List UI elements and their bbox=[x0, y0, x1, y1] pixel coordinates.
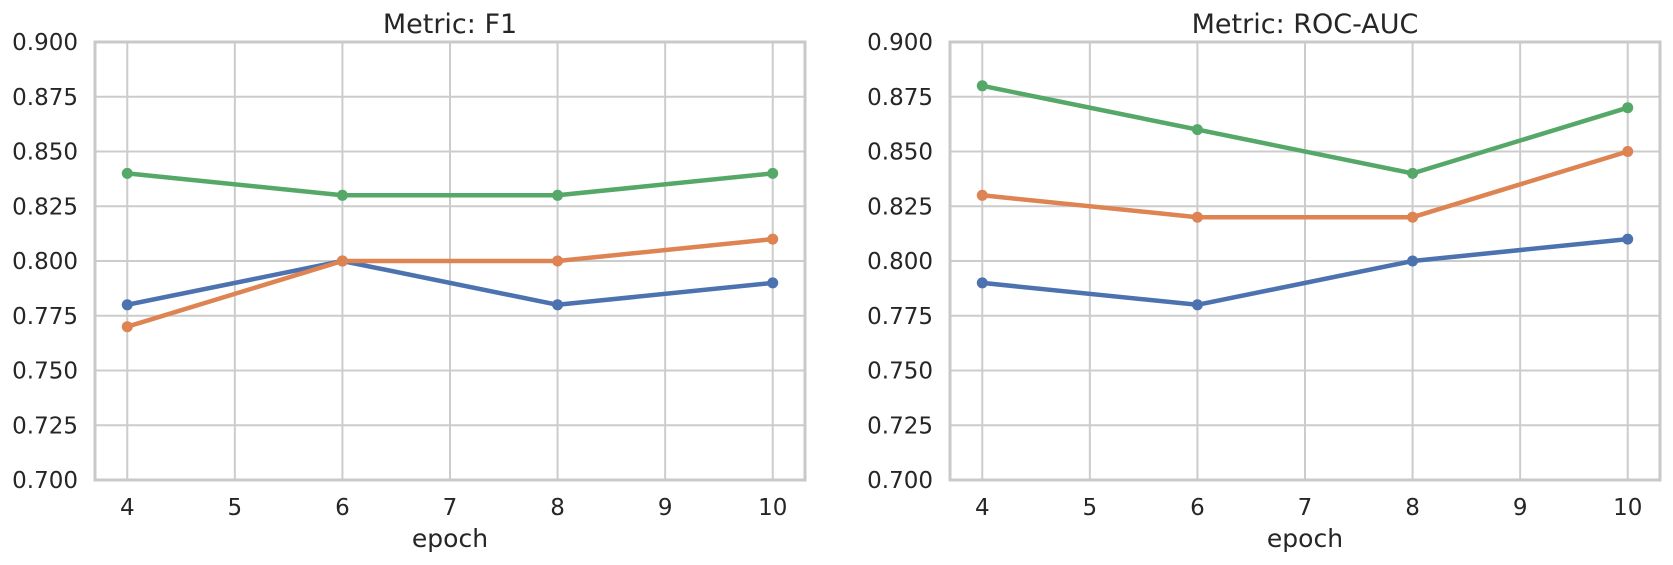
plot-title: Metric: ROC-AUC bbox=[1192, 9, 1419, 40]
x-tick-label: 6 bbox=[1190, 495, 1205, 521]
y-tick-label: 0.825 bbox=[867, 194, 933, 220]
y-tick-label: 0.800 bbox=[12, 249, 78, 275]
y-tick-label: 0.850 bbox=[12, 140, 78, 166]
y-tick-label: 0.775 bbox=[867, 304, 933, 330]
y-tick-label: 0.775 bbox=[12, 304, 78, 330]
series-line-series-blue bbox=[125, 258, 775, 308]
x-tick-label: 6 bbox=[335, 495, 350, 521]
x-axis-label: epoch bbox=[412, 524, 488, 553]
data-point-marker-series-orange bbox=[1622, 146, 1634, 157]
data-point-marker-series-green bbox=[767, 167, 779, 179]
series-line-series-orange bbox=[980, 149, 1630, 220]
x-tick-label: 7 bbox=[443, 495, 458, 521]
x-tick-label: 8 bbox=[1405, 495, 1420, 521]
data-point-marker-series-blue bbox=[1622, 233, 1634, 245]
y-tick-label: 0.700 bbox=[867, 468, 933, 494]
x-tick-label: 9 bbox=[658, 495, 673, 521]
subplot-1: 0.700 0.725 0.750 0.775 0.800 0.825 0.850 0.875… bbox=[12, 9, 807, 553]
data-point-marker-series-green bbox=[1191, 124, 1203, 136]
series-line-series-blue bbox=[980, 236, 1630, 308]
plot-border bbox=[93, 40, 807, 482]
x-tick-label: 10 bbox=[758, 495, 787, 521]
data-point-marker-series-orange bbox=[1407, 211, 1419, 223]
data-point-marker-series-orange bbox=[552, 255, 564, 267]
y-tick-label: 0.900 bbox=[867, 30, 933, 56]
data-point-marker-series-green bbox=[1407, 167, 1419, 179]
series-line-series-green bbox=[125, 171, 775, 198]
data-point-marker-series-green bbox=[336, 189, 348, 201]
x-tick-label: 4 bbox=[975, 495, 990, 521]
subplot-2: 0.700 0.725 0.750 0.775 0.800 0.825 0.850 0.875… bbox=[867, 9, 1662, 553]
series-line-series-orange bbox=[125, 236, 775, 329]
x-axis-label: epoch bbox=[1267, 524, 1343, 553]
y-tick-label: 0.750 bbox=[867, 359, 933, 385]
data-point-marker-series-blue bbox=[121, 299, 133, 311]
x-tick-label: 9 bbox=[1513, 495, 1528, 521]
x-tick-label: 5 bbox=[1083, 495, 1098, 521]
plot-border bbox=[948, 40, 1662, 482]
x-tick-label: 10 bbox=[1613, 495, 1642, 521]
y-tick-label: 0.800 bbox=[867, 249, 933, 275]
data-point-marker-series-orange bbox=[121, 321, 133, 333]
data-point-marker-series-green bbox=[976, 80, 988, 92]
data-point-marker-series-orange bbox=[767, 233, 779, 245]
y-tick-label: 0.725 bbox=[12, 413, 78, 439]
x-tick-label: 5 bbox=[228, 495, 243, 521]
y-tick-label: 0.725 bbox=[867, 413, 933, 439]
data-point-marker-series-blue bbox=[1407, 255, 1419, 267]
data-point-marker-series-green bbox=[1622, 102, 1634, 114]
y-tick-label: 0.825 bbox=[12, 194, 78, 220]
x-tick-label: 7 bbox=[1298, 495, 1313, 521]
y-tick-label: 0.700 bbox=[12, 468, 78, 494]
series-line-series-green bbox=[980, 83, 1630, 176]
y-tick-label: 0.875 bbox=[867, 85, 933, 111]
x-tick-label: 4 bbox=[120, 495, 135, 521]
data-point-marker-series-blue bbox=[976, 277, 988, 289]
data-point-marker-series-green bbox=[552, 189, 564, 201]
data-point-marker-series-blue bbox=[1191, 299, 1203, 311]
y-tick-label: 0.850 bbox=[867, 140, 933, 166]
data-point-marker-series-blue bbox=[767, 277, 779, 289]
data-point-marker-series-green bbox=[121, 167, 133, 179]
plot-title: Metric: F1 bbox=[383, 9, 517, 40]
y-tick-label: 0.875 bbox=[12, 85, 78, 111]
data-point-marker-series-orange bbox=[1191, 211, 1203, 223]
data-point-marker-series-orange bbox=[976, 189, 988, 201]
y-tick-label: 0.900 bbox=[12, 30, 78, 56]
data-point-marker-series-blue bbox=[552, 299, 564, 311]
x-tick-label: 8 bbox=[550, 495, 565, 521]
data-point-marker-series-orange bbox=[336, 255, 348, 267]
y-tick-label: 0.750 bbox=[12, 359, 78, 385]
